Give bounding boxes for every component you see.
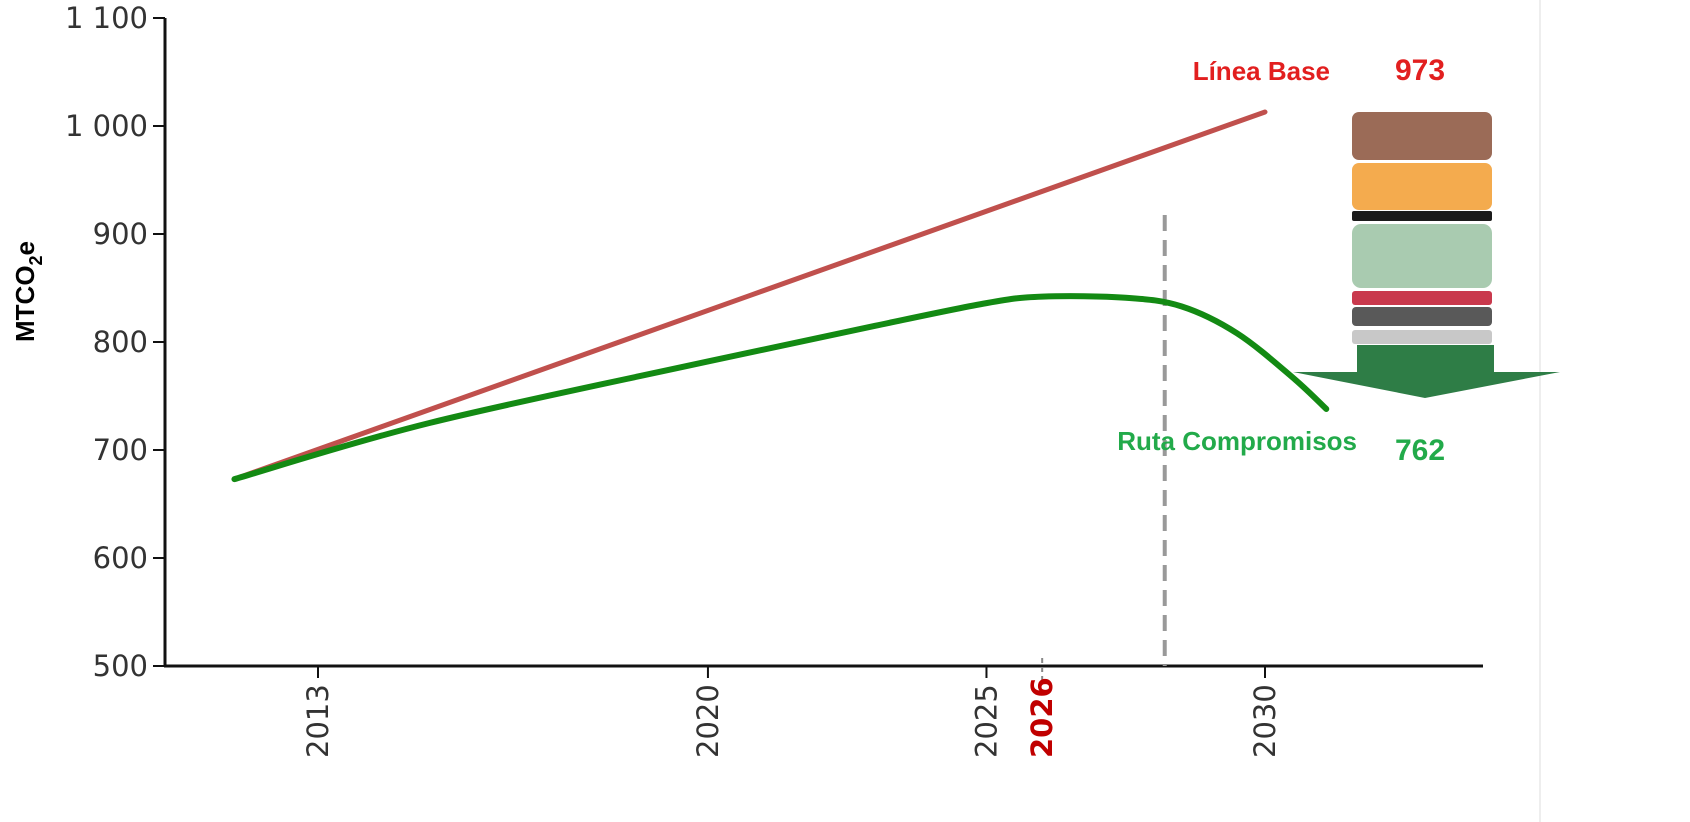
y-tick-label: 700 [93,433,148,467]
mitigation-block [1352,112,1492,160]
commitments-series-line [231,293,1330,483]
x-tick-label: 2013 [301,684,335,758]
mitigation-block [1352,330,1492,344]
y-tick-label: 600 [93,541,148,575]
mitigation-block [1352,307,1492,326]
baseline-value: 973 [1395,54,1445,87]
y-tick-label: 800 [93,325,148,359]
y-tick-label: 500 [93,649,148,683]
y-tick-label: 1 000 [65,109,148,143]
mitigation-block [1352,211,1492,221]
x-tick-label: 2025 [969,684,1003,758]
commitments-value: 762 [1395,434,1445,467]
y-axis-label-tail: e [10,241,40,255]
y-axis-label-main: MTCO [10,265,40,342]
y-axis-label: MTCO2e [10,241,46,342]
y-tick-label: 900 [93,217,148,251]
reduction-arrow [1293,345,1560,398]
y-axis-label-subscript: 2 [26,255,46,265]
commitments-label: Ruta Compromisos [1117,426,1357,456]
baseline-label: Línea Base [1193,56,1330,86]
x-tick-label: 2030 [1248,684,1282,758]
x-tick-label: 2020 [691,684,725,758]
baseline-series-line [231,109,1268,482]
y-tick-label: 1 100 [65,1,148,35]
highlight-tick-label: 2026 [1025,677,1059,758]
mitigation-block [1352,224,1492,288]
mitigation-block [1352,291,1492,305]
mitigation-block [1352,163,1492,210]
